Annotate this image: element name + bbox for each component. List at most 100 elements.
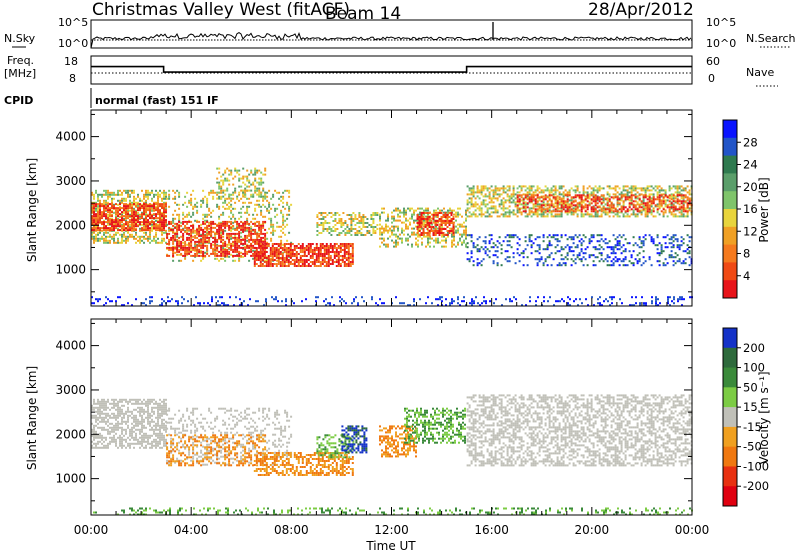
- power-cell: [301, 247, 304, 249]
- power-cell: [163, 197, 165, 200]
- power-cell: [325, 257, 328, 259]
- power-cell: [418, 224, 421, 226]
- power-cell: [325, 245, 328, 247]
- power-cell: [238, 185, 241, 188]
- power-cell: [230, 225, 233, 228]
- power-cell: [415, 241, 417, 244]
- power-cell: [143, 197, 145, 200]
- power-cell: [686, 210, 689, 213]
- power-cell: [99, 205, 101, 208]
- power-cell: [265, 263, 268, 265]
- power-cell: [528, 185, 531, 188]
- power-cell: [588, 204, 591, 207]
- power-cell: [172, 230, 175, 233]
- power-cell: [97, 193, 99, 196]
- power-cell: [282, 219, 285, 222]
- power-cell: [411, 213, 413, 216]
- power-cell: [447, 231, 449, 234]
- power-cell: [159, 241, 161, 244]
- power-cell: [416, 218, 419, 220]
- power-cell: [135, 215, 137, 218]
- power-cell: [496, 189, 499, 192]
- power-cell: [337, 257, 340, 259]
- power-cell: [331, 245, 334, 247]
- power-cell: [284, 189, 287, 192]
- power-cell: [264, 195, 267, 198]
- power-cell: [137, 223, 139, 226]
- power-cell: [466, 234, 469, 237]
- power-cell: [544, 211, 547, 214]
- power-cell: [442, 228, 445, 230]
- freq-label-line2: [MHz]: [4, 67, 36, 80]
- power-cell: [198, 220, 201, 223]
- power-cell: [99, 211, 101, 214]
- power-cell: [538, 196, 541, 199]
- power-cell: [242, 237, 245, 240]
- power-cell: [301, 245, 304, 247]
- power-cell: [105, 237, 107, 240]
- power-cell: [428, 230, 431, 232]
- power-cell: [196, 244, 199, 247]
- power-cell: [440, 212, 443, 214]
- power-cell: [206, 232, 209, 235]
- power-cell: [299, 265, 302, 267]
- power-cell: [474, 213, 477, 216]
- power-cell: [620, 208, 623, 211]
- power-cell: [214, 240, 217, 243]
- power-cell: [584, 199, 587, 202]
- power-cell: [430, 230, 433, 232]
- power-cell: [91, 209, 93, 212]
- power-cell: [536, 215, 539, 218]
- power-cell: [437, 227, 439, 230]
- power-cell: [194, 245, 197, 248]
- power-cell: [492, 201, 495, 204]
- power-cell: [427, 235, 429, 238]
- power-cell: [163, 225, 165, 228]
- power-cell: [234, 250, 237, 253]
- power-cell: [153, 221, 155, 224]
- power-cell: [592, 193, 595, 196]
- power-cell: [478, 236, 481, 239]
- power-cell: [566, 213, 569, 216]
- power-cell: [145, 229, 147, 232]
- power-cell: [242, 228, 245, 231]
- power-cell: [299, 261, 302, 263]
- power-cell: [276, 259, 279, 262]
- power-cell: [432, 216, 435, 218]
- power-cell: [216, 230, 219, 233]
- power-cell: [242, 175, 245, 178]
- power-cell: [254, 169, 257, 172]
- power-cell: [293, 265, 296, 267]
- power-cell: [113, 197, 115, 200]
- power-cell: [101, 235, 103, 238]
- power-cell: [129, 221, 131, 224]
- power-cell: [512, 213, 515, 216]
- power-cell: [206, 201, 209, 204]
- power-cell: [115, 225, 117, 228]
- power-cell: [664, 205, 667, 208]
- power-cell: [230, 232, 233, 235]
- power-cell: [440, 232, 443, 234]
- power-cell: [133, 219, 135, 222]
- power-cell: [337, 263, 340, 265]
- power-cell: [244, 252, 247, 255]
- power-cell: [576, 187, 579, 190]
- power-cell: [117, 219, 119, 222]
- power-cell: [630, 198, 633, 201]
- power-cell: [668, 211, 671, 214]
- power-cell: [165, 193, 167, 196]
- power-cell: [600, 203, 603, 206]
- power-cell: [236, 254, 239, 257]
- power-cell: [336, 212, 339, 214]
- power-cell: [282, 217, 285, 220]
- power-cell: [480, 215, 483, 218]
- power-cell: [137, 195, 139, 198]
- power-cell: [210, 215, 213, 218]
- power-cell: [198, 224, 201, 227]
- power-cell: [478, 197, 481, 200]
- power-cell: [337, 261, 340, 263]
- power-cell: [212, 220, 215, 223]
- power-cell: [107, 215, 109, 218]
- power-cell: [103, 205, 105, 208]
- power-cell: [149, 193, 151, 196]
